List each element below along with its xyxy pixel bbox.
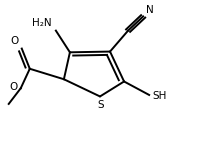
Text: S: S — [98, 100, 104, 110]
Text: N: N — [146, 5, 154, 15]
Text: O: O — [11, 36, 19, 46]
Text: O: O — [9, 82, 18, 92]
Text: H₂N: H₂N — [32, 18, 52, 28]
Text: SH: SH — [152, 92, 166, 101]
